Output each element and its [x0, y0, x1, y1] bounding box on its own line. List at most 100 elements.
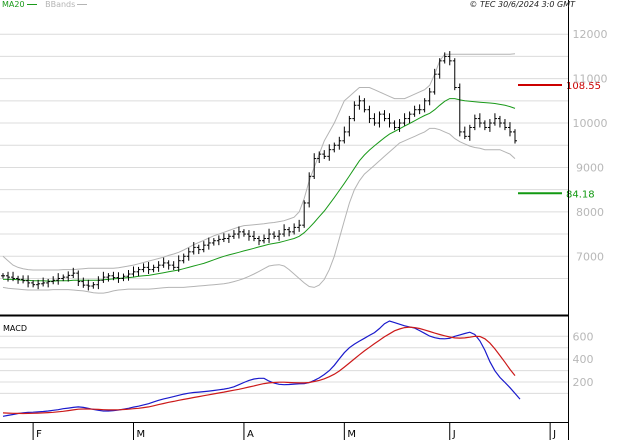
price-levels: 108.55 84.18 — [518, 81, 601, 200]
price-bar — [131, 266, 136, 277]
price-bar — [231, 230, 236, 239]
price-bar — [186, 247, 191, 261]
price-bar — [342, 126, 347, 144]
price-bar — [427, 87, 432, 106]
price-bar — [397, 119, 402, 132]
price-bar — [312, 153, 317, 179]
legend: MA20 BBands — [2, 0, 93, 12]
price-bar — [196, 244, 201, 255]
price-bar — [492, 113, 497, 126]
price-bar — [282, 224, 287, 237]
price-bar — [382, 110, 387, 122]
level-label: 84.18 — [566, 189, 595, 200]
price-bar — [407, 111, 412, 124]
price-bar — [91, 282, 96, 289]
price-bar — [422, 98, 427, 113]
price-bar — [297, 219, 302, 232]
bollinger-bands — [2, 53, 516, 294]
price-bar — [482, 120, 487, 131]
price-bar — [262, 234, 267, 244]
price-bar — [402, 113, 407, 126]
price-tick-label: 12000 — [573, 28, 608, 41]
price-bar — [206, 237, 211, 250]
price-bar — [372, 113, 377, 126]
price-bar — [176, 255, 181, 272]
legend-item-bbands: BBands — [45, 0, 88, 9]
x-tick-label: J — [452, 429, 456, 440]
price-bar — [272, 231, 277, 239]
price-bar — [442, 52, 447, 64]
price-bar — [6, 271, 11, 282]
price-bar — [51, 276, 56, 285]
price-bar — [287, 226, 292, 237]
macd-tick-label: 600 — [573, 330, 594, 343]
panel-frames — [0, 0, 569, 440]
price-bar — [26, 275, 31, 288]
price-bar — [437, 58, 442, 79]
price-bar — [101, 271, 106, 283]
legend-swatch-ma20 — [26, 4, 37, 5]
price-tick-label: 10000 — [573, 117, 608, 130]
price-bar — [211, 238, 216, 246]
price-bar — [16, 275, 21, 284]
price-bar — [502, 119, 507, 131]
price-bar — [156, 261, 161, 272]
price-bar — [151, 264, 156, 273]
price-bar — [337, 136, 342, 150]
price-bar — [377, 111, 382, 128]
price-bar — [76, 270, 81, 287]
price-bar — [277, 230, 282, 241]
legend-swatch-bbands — [77, 4, 88, 5]
price-bar — [317, 151, 322, 163]
macd-tick-label: 400 — [573, 353, 594, 366]
price-bar — [267, 228, 272, 243]
copyright-credit: © TEC 30/6/2024 3:0 GMT — [469, 0, 575, 9]
price-tick-label: 7000 — [576, 250, 604, 263]
price-bar — [467, 124, 472, 141]
price-bar — [347, 115, 352, 137]
price-bar — [472, 114, 477, 131]
macd-panel-title: MACD — [3, 324, 27, 333]
price-bar — [362, 98, 367, 113]
price-tick-label: 8000 — [576, 206, 604, 219]
price-bar — [241, 229, 246, 237]
price-bar — [161, 257, 166, 268]
price-bar — [462, 126, 467, 140]
x-tick-label: M — [347, 429, 356, 440]
price-bar — [191, 242, 196, 255]
price-bar — [236, 226, 241, 239]
price-bar — [61, 274, 66, 282]
price-bar — [136, 266, 141, 277]
x-tick-label: J — [552, 429, 556, 440]
price-bar — [66, 271, 71, 282]
price-bars — [1, 51, 517, 291]
price-bar — [452, 58, 457, 91]
price-bar — [332, 142, 337, 153]
price-bar — [116, 272, 121, 283]
price-bar — [111, 271, 116, 281]
level-label: 108.55 — [566, 81, 601, 92]
price-bar — [412, 105, 417, 117]
price-bar — [216, 235, 221, 246]
price-bar — [357, 95, 362, 110]
price-bar — [56, 273, 61, 285]
price-bar — [307, 172, 312, 208]
price-bar — [96, 276, 101, 290]
price-bar — [302, 200, 307, 228]
price-tick-label: 9000 — [576, 161, 604, 174]
price-bar — [141, 263, 146, 273]
price-bar — [487, 119, 492, 132]
price-bar — [367, 105, 372, 124]
price-bar — [221, 233, 226, 243]
price-bar — [447, 51, 452, 66]
price-bar — [181, 253, 186, 264]
price-bar — [11, 271, 16, 282]
legend-item-ma20: MA20 — [2, 0, 37, 9]
price-tick-label: 11000 — [573, 73, 608, 86]
price-bar — [71, 267, 76, 279]
price-bar — [171, 261, 176, 271]
price-bar — [1, 273, 5, 279]
macd-series-line — [2, 326, 516, 415]
price-bar — [126, 270, 131, 281]
